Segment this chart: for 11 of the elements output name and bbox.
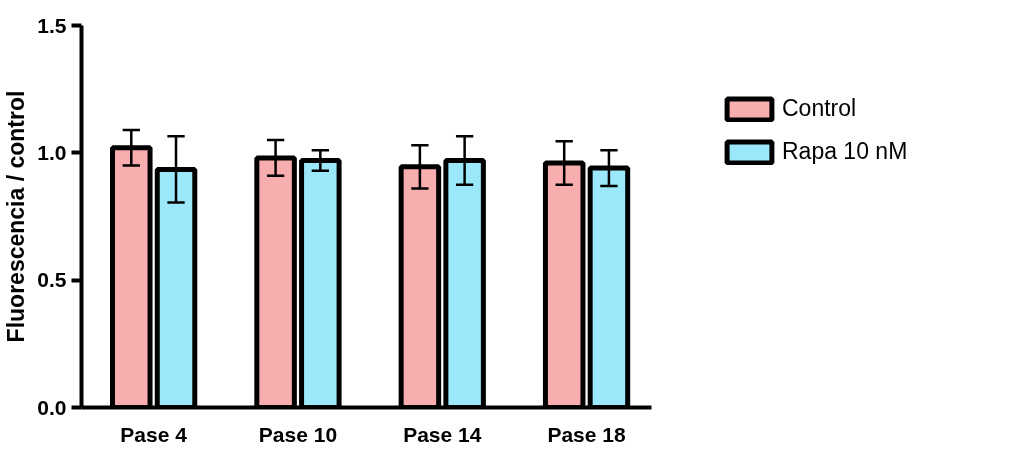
x-tick-label: Pase 10	[258, 422, 338, 446]
y-tick-label: 0.0	[37, 395, 67, 419]
legend-label: Rapa 10 nM	[782, 138, 908, 165]
y-tick-label: 0.5	[37, 268, 67, 292]
y-tick-label: 1.5	[37, 13, 67, 37]
y-tick-label: 1.0	[37, 140, 67, 164]
legend-label: Control	[782, 95, 857, 122]
x-tick-label: Pase 14	[403, 422, 482, 446]
y-axis-title: Fluorescencia / control	[3, 90, 30, 343]
x-tick-label: Pase 4	[120, 422, 188, 446]
x-tick-label: Pase 18	[547, 422, 626, 446]
